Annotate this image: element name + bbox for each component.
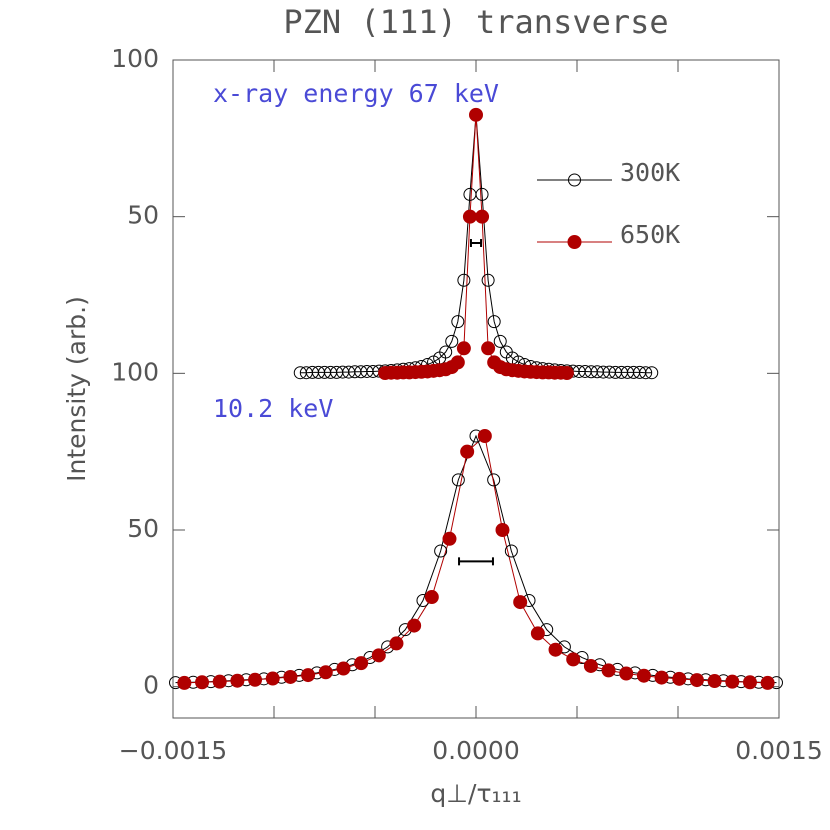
data-point — [689, 673, 704, 688]
data-point — [619, 666, 634, 681]
x-tick-label: 0.0000 — [432, 736, 519, 765]
data-point — [177, 675, 192, 690]
data-point — [477, 429, 492, 443]
plot-frame — [172, 59, 780, 719]
data-point — [513, 595, 528, 610]
y-tick-label: 100 — [111, 44, 159, 73]
data-point — [283, 669, 298, 684]
series-line — [184, 435, 768, 684]
data-point — [371, 648, 386, 663]
data-point — [195, 675, 210, 690]
x-tick-label: 0.0015 — [735, 736, 822, 765]
data-point — [481, 341, 496, 356]
legend-label: 300K — [620, 158, 680, 187]
legend-label: 650K — [620, 220, 680, 249]
data-point — [301, 668, 316, 683]
data-point — [601, 663, 616, 678]
data-point — [493, 334, 507, 348]
y-tick-label: 100 — [111, 357, 159, 386]
data-point — [451, 473, 465, 487]
data-point — [475, 187, 489, 201]
data-point — [504, 544, 518, 558]
y-tick-label: 50 — [127, 514, 159, 543]
data-point — [450, 355, 465, 370]
data-point — [439, 345, 453, 359]
data-point — [469, 107, 483, 122]
data-point — [442, 531, 457, 546]
annotation: 10.2 keV — [213, 394, 333, 423]
data-point — [548, 642, 563, 657]
series-line — [175, 434, 777, 684]
data-point — [481, 273, 495, 287]
data-point — [639, 366, 653, 380]
legend-marker — [568, 173, 581, 187]
data-point — [230, 673, 245, 688]
x-axis-label: q⊥/τ₁₁₁ — [430, 779, 521, 808]
data-point — [725, 674, 740, 689]
data-point — [434, 544, 448, 558]
data-point — [451, 315, 465, 329]
data-point — [487, 315, 501, 329]
data-point — [424, 590, 439, 605]
chart-title: PZN (111) transverse — [283, 3, 668, 41]
data-point — [318, 665, 333, 680]
data-point — [487, 473, 501, 487]
y-tick-label: 0 — [143, 671, 159, 700]
data-point — [495, 523, 510, 537]
data-point — [445, 334, 459, 348]
data-point — [559, 366, 574, 381]
data-point — [354, 656, 369, 671]
data-point — [566, 652, 581, 667]
data-point — [456, 341, 471, 356]
data-point — [636, 668, 651, 683]
data-point — [654, 670, 669, 685]
data-point — [583, 658, 598, 673]
data-point — [389, 636, 404, 651]
data-point — [336, 661, 351, 676]
data-point — [475, 209, 490, 224]
data-point — [760, 675, 775, 690]
data-point — [645, 366, 659, 380]
annotation: x-ray energy 67 keV — [213, 79, 499, 108]
y-axis-label: Intensity (arb.) — [62, 296, 91, 482]
data-point — [460, 444, 475, 459]
x-tick-label: −0.0015 — [119, 736, 227, 765]
data-point — [742, 675, 757, 690]
data-point — [212, 674, 227, 689]
data-point — [707, 674, 722, 689]
data-point — [530, 626, 545, 641]
data-point — [457, 273, 471, 287]
y-tick-label: 50 — [127, 201, 159, 230]
legend-marker — [567, 235, 582, 249]
data-point — [248, 672, 263, 687]
data-point — [407, 618, 422, 633]
data-point — [462, 209, 477, 224]
data-point — [265, 671, 280, 686]
data-point — [672, 671, 687, 686]
